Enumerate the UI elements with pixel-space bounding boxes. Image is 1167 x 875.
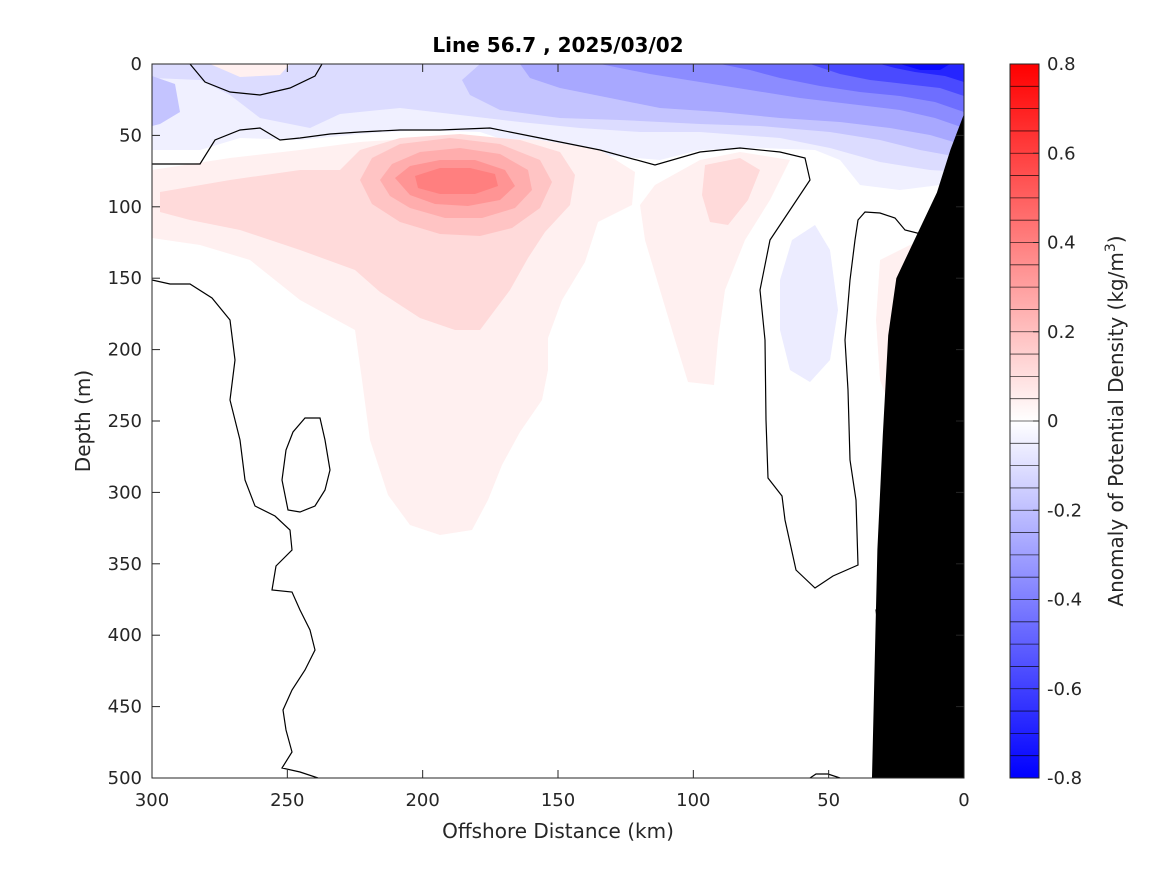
contour-fill-pos-6 [415, 168, 498, 194]
subsurface-negative-patch [780, 225, 838, 382]
zero-contour-3 [152, 279, 319, 778]
contour-fill-neg-9 [900, 64, 950, 70]
contour-fill-pos-2b [702, 158, 760, 225]
y-tick-label: 0 [131, 54, 142, 75]
x-axis: 300 250 200 150 100 50 0 [135, 64, 970, 811]
contour-fill-neg-patch [780, 225, 838, 382]
colorbar-tick-label: -0.8 [1047, 768, 1082, 789]
x-tick-label: 300 [135, 790, 169, 811]
y-tick-label: 350 [108, 554, 142, 575]
colorbar-tick-label: -0.4 [1047, 590, 1082, 611]
contour-fill-pos-1b [640, 152, 790, 385]
y-tick-label: 50 [119, 125, 142, 146]
y-tick-label: 200 [108, 340, 142, 361]
contour-fill-neg-8 [880, 64, 964, 82]
x-tick-label: 50 [817, 790, 840, 811]
colorbar-ticks: 0.8 0.6 0.4 0.2 0 -0.2 -0.4 -0.6 -0.8 [1033, 54, 1082, 789]
colorbar-tick-label: -0.6 [1047, 679, 1082, 700]
colorbar-label: Anomaly of Potential Density (kg/m3) [1103, 235, 1128, 606]
colorbar-level-lines [1010, 85, 1039, 757]
colorbar-tick-label: 0.4 [1047, 233, 1076, 254]
x-tick-label: 0 [958, 790, 969, 811]
zero-contour-1 [152, 127, 926, 589]
y-tick-label: 150 [108, 268, 142, 289]
colorbar-label-suffix: ) [1104, 235, 1128, 243]
colorbar: 0.8 0.6 0.4 0.2 0 -0.2 -0.4 -0.6 -0.8 Anomaly of… [1009, 54, 1128, 789]
x-tick-label: 250 [270, 790, 304, 811]
y-tick-label: 450 [108, 697, 142, 718]
colorbar-tick-label: 0.8 [1047, 54, 1076, 75]
colorbar-tick-label: -0.2 [1047, 500, 1082, 521]
plot-area [151, 63, 965, 779]
colorbar-tick-label: 0 [1047, 411, 1058, 432]
x-axis-label: Offshore Distance (km) [442, 819, 674, 843]
y-tick-label: 500 [108, 768, 142, 789]
y-tick-label: 300 [108, 482, 142, 503]
colorbar-label-text: Anomaly of Potential Density (kg/m [1104, 252, 1128, 606]
y-tick-label: 100 [108, 197, 142, 218]
positive-anomalies [152, 64, 935, 535]
bottom-topography [871, 113, 964, 778]
zero-contour-5 [809, 773, 841, 778]
colorbar-label-superscript: 3 [1103, 243, 1119, 252]
zero-contour-2 [189, 64, 323, 96]
zero-contour-4 [281, 417, 331, 513]
y-axis: 0 50 100 150 200 250 300 350 400 450 500 [108, 54, 964, 789]
x-tick-label: 200 [405, 790, 439, 811]
y-axis-label: Depth (m) [71, 370, 95, 472]
colorbar-tick-label: 0.6 [1047, 143, 1076, 164]
chart-title: Line 56.7 , 2025/03/02 [432, 33, 683, 57]
y-tick-label: 400 [108, 625, 142, 646]
y-tick-label: 250 [108, 411, 142, 432]
colorbar-tick-label: 0.2 [1047, 322, 1076, 343]
contour-fill-pos-1d [210, 64, 290, 77]
negative-surface-layer [152, 64, 964, 190]
x-tick-label: 150 [541, 790, 575, 811]
x-tick-label: 100 [676, 790, 710, 811]
